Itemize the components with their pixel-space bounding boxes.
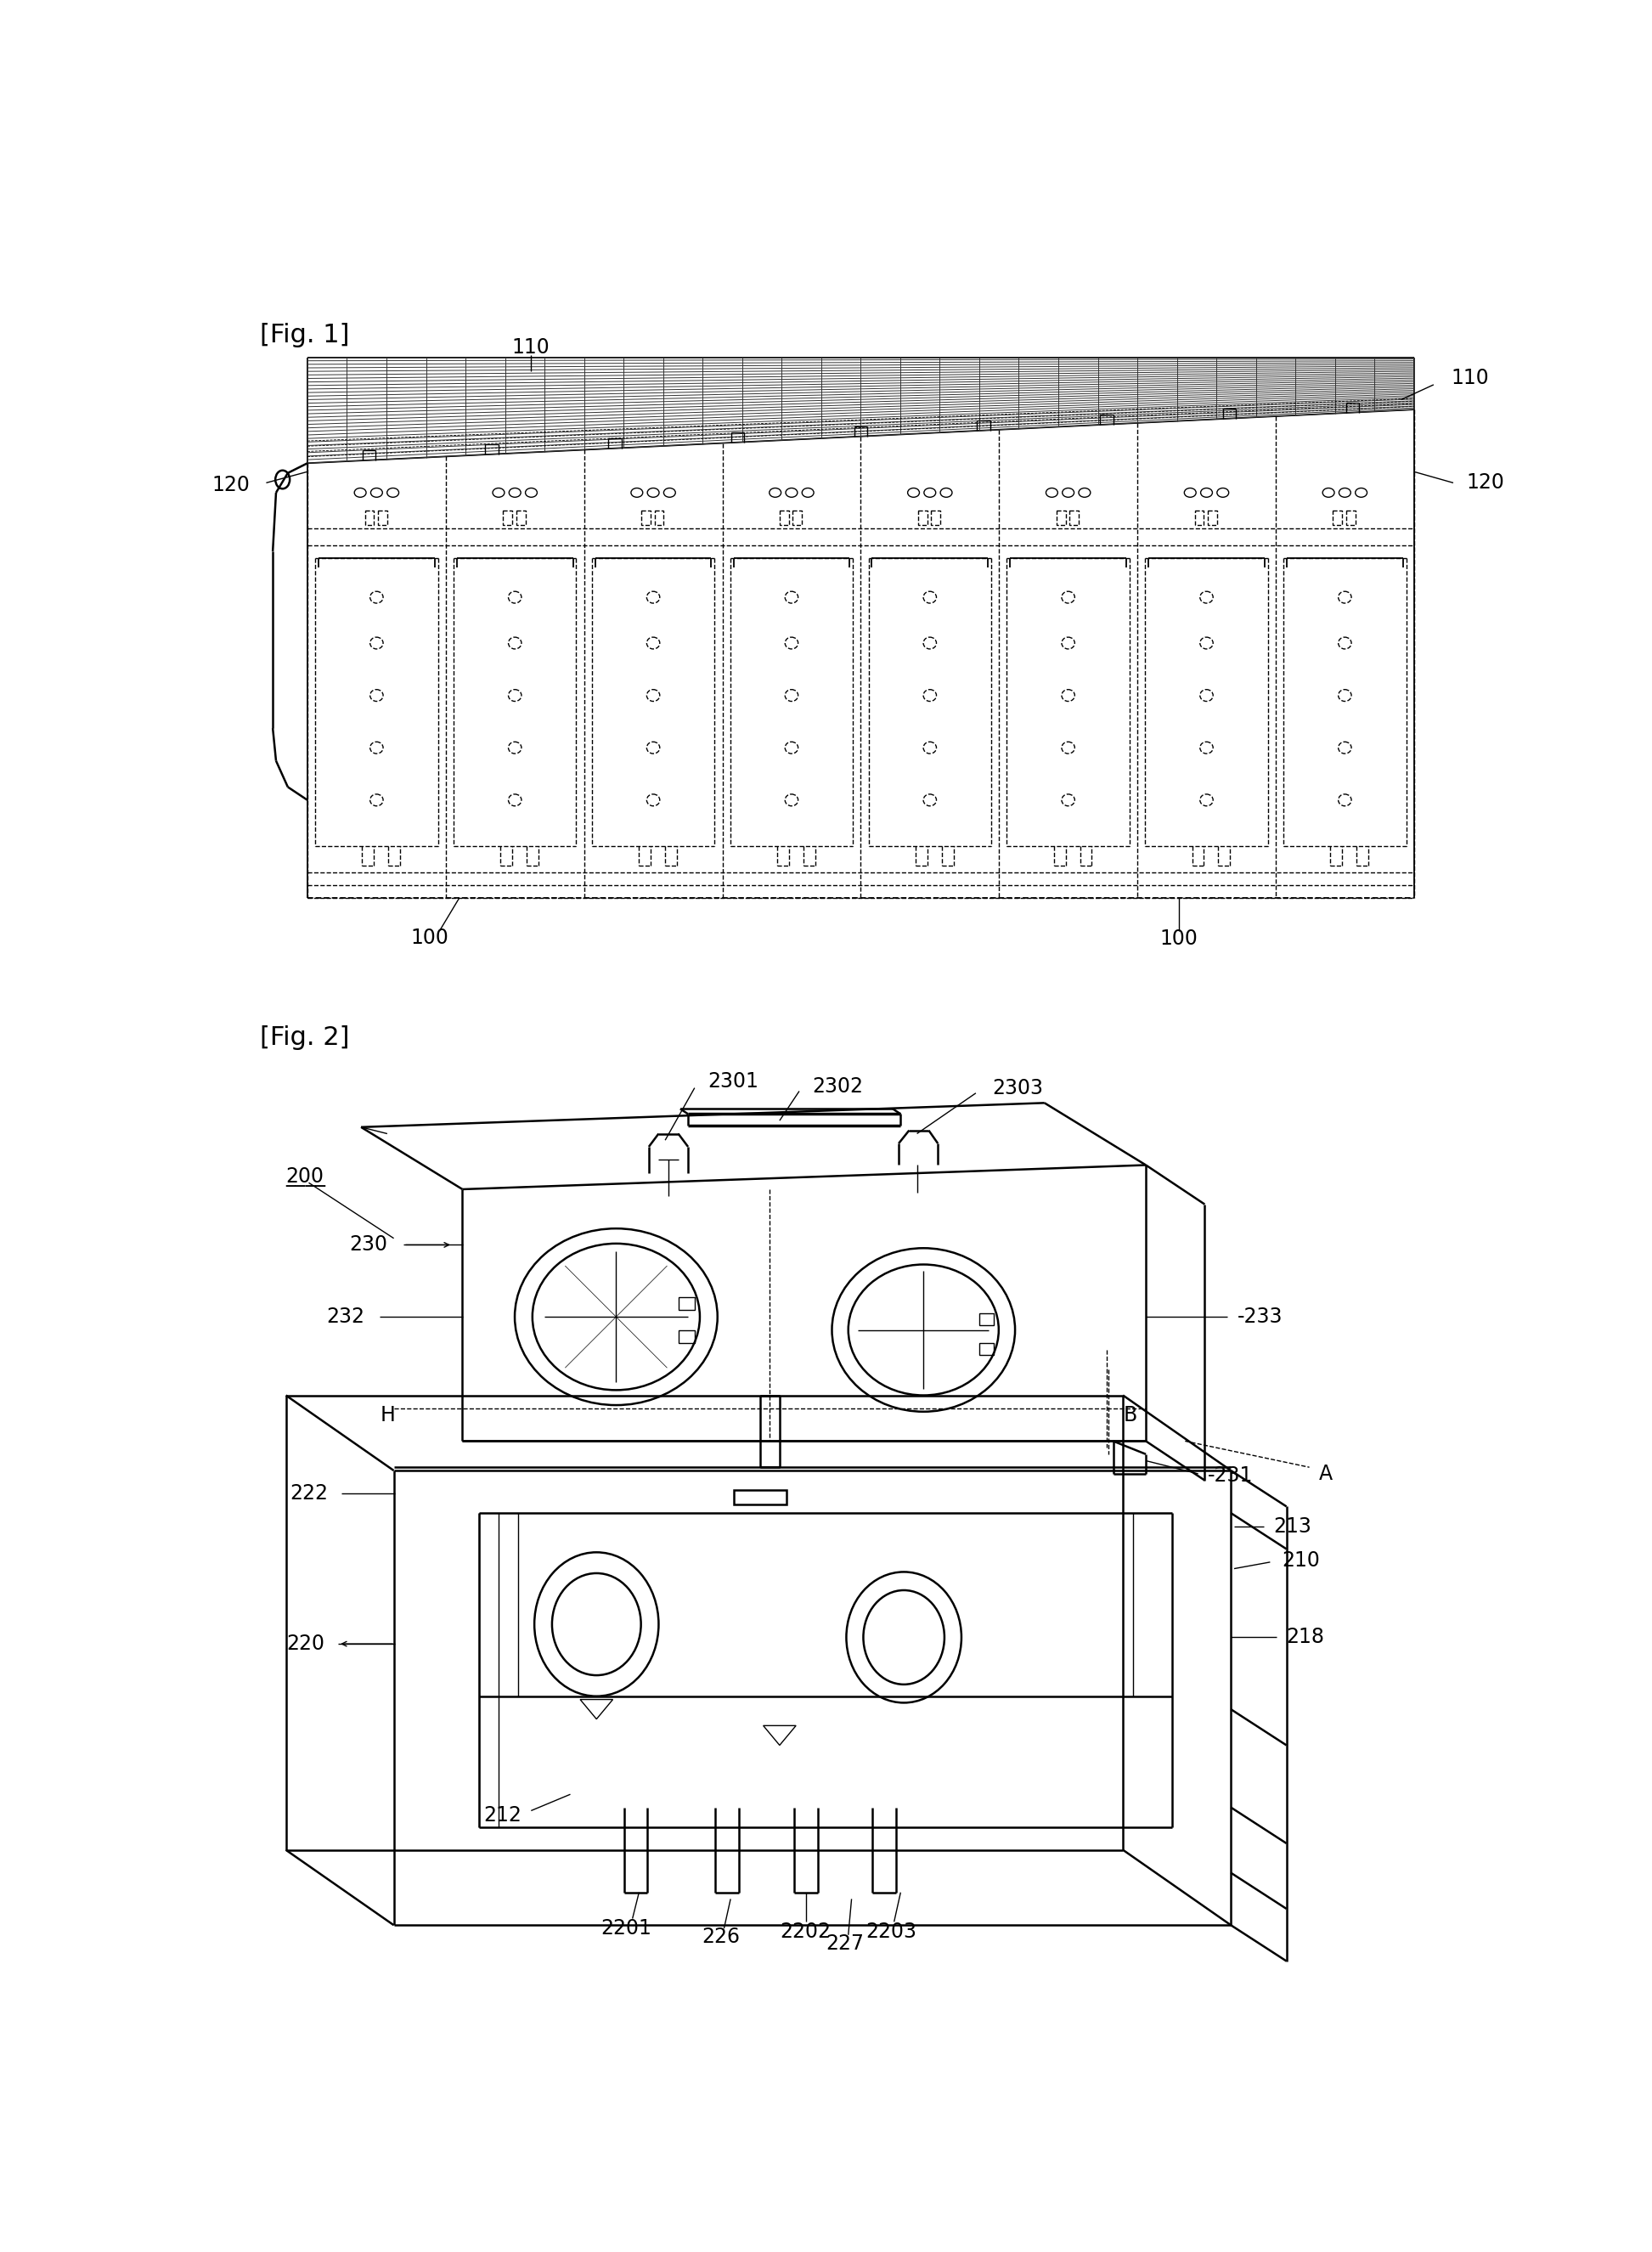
Text: 100: 100 bbox=[1160, 928, 1198, 948]
Text: 2203: 2203 bbox=[866, 1921, 917, 1941]
Text: 226: 226 bbox=[702, 1928, 740, 1948]
Bar bbox=[980, 1313, 993, 1326]
Bar bbox=[1069, 511, 1079, 525]
Bar bbox=[793, 511, 801, 525]
Text: 100: 100 bbox=[411, 928, 449, 948]
Text: [Fig. 1]: [Fig. 1] bbox=[259, 322, 349, 347]
Text: 200: 200 bbox=[286, 1167, 324, 1187]
Bar bbox=[654, 511, 664, 525]
Text: 120: 120 bbox=[211, 475, 249, 495]
Text: 110: 110 bbox=[512, 338, 550, 358]
Text: 110: 110 bbox=[1450, 367, 1490, 387]
Text: [Fig. 2]: [Fig. 2] bbox=[259, 1025, 349, 1049]
Bar bbox=[919, 511, 927, 525]
Text: 212: 212 bbox=[482, 1806, 522, 1826]
Text: 120: 120 bbox=[1467, 473, 1505, 493]
Text: 218: 218 bbox=[1287, 1628, 1325, 1648]
Text: 220: 220 bbox=[287, 1633, 325, 1653]
Bar bbox=[733, 1491, 786, 1504]
Text: B: B bbox=[1123, 1405, 1137, 1426]
Text: H: H bbox=[380, 1405, 395, 1426]
Text: 2301: 2301 bbox=[707, 1072, 758, 1092]
Text: 2302: 2302 bbox=[813, 1076, 864, 1097]
Bar bbox=[1208, 511, 1218, 525]
Bar bbox=[932, 511, 940, 525]
Text: 2303: 2303 bbox=[993, 1079, 1042, 1099]
Bar bbox=[1194, 511, 1204, 525]
Bar bbox=[378, 511, 387, 525]
Bar bbox=[679, 1297, 694, 1311]
Text: 230: 230 bbox=[349, 1234, 387, 1254]
Bar bbox=[1333, 511, 1341, 525]
Bar bbox=[679, 1331, 694, 1342]
Bar bbox=[980, 1342, 993, 1356]
Text: 210: 210 bbox=[1282, 1549, 1320, 1570]
Text: 213: 213 bbox=[1274, 1516, 1312, 1536]
Bar bbox=[1056, 511, 1066, 525]
Text: 2202: 2202 bbox=[780, 1921, 831, 1941]
Bar bbox=[780, 511, 790, 525]
Text: -231: -231 bbox=[1208, 1466, 1254, 1486]
Text: 227: 227 bbox=[826, 1932, 864, 1955]
Bar bbox=[641, 511, 651, 525]
Text: -233: -233 bbox=[1237, 1306, 1284, 1326]
Text: 2201: 2201 bbox=[600, 1919, 651, 1939]
Text: ____: ____ bbox=[286, 1167, 325, 1187]
Text: 222: 222 bbox=[291, 1484, 329, 1504]
Bar bbox=[504, 511, 512, 525]
Text: 232: 232 bbox=[325, 1306, 365, 1326]
Bar bbox=[1346, 511, 1355, 525]
Bar bbox=[365, 511, 373, 525]
Bar bbox=[515, 511, 525, 525]
Text: A: A bbox=[1320, 1464, 1333, 1484]
